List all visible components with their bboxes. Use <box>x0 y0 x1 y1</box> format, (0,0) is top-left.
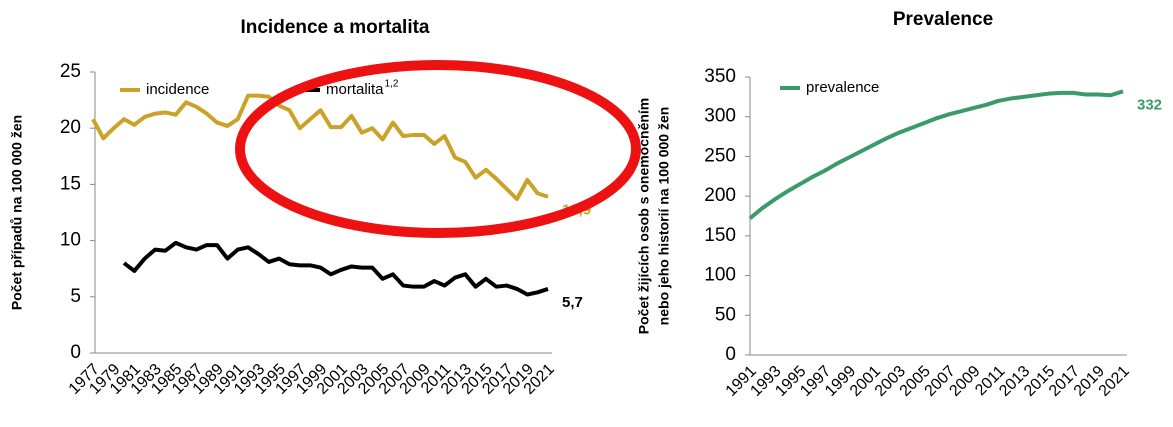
y-tick-label: 150 <box>704 225 736 246</box>
value-label: 5,7 <box>562 294 583 311</box>
y-tick-label: 15 <box>60 173 81 194</box>
highlight-ellipse <box>235 60 641 238</box>
chart-title: Prevalence <box>893 9 993 30</box>
legend-superscript: 1,2 <box>385 79 399 90</box>
y-tick-label: 5 <box>70 286 81 307</box>
y-tick-label: 0 <box>725 344 736 365</box>
y-tick-label: 250 <box>704 145 736 166</box>
series-line <box>748 89 1124 220</box>
series-line <box>91 93 549 202</box>
y-tick-label: 20 <box>60 117 81 138</box>
y-axis-label: nebo jeho historií na 100 000 žen <box>656 107 672 326</box>
y-tick-label: 0 <box>70 342 81 363</box>
y-tick-label: 100 <box>704 265 736 286</box>
y-tick-label: 300 <box>704 106 736 127</box>
value-label: 332 <box>1137 96 1162 113</box>
y-tick-label: 50 <box>715 304 736 325</box>
y-tick-label: 25 <box>60 61 81 82</box>
y-axis-label: Počet případů na 100 000 žen <box>9 115 25 310</box>
legend-label: prevalence <box>806 79 879 96</box>
y-axis-label: Počet žijících osob s onemocněním <box>636 98 652 335</box>
series-line <box>122 240 549 297</box>
y-tick-label: 350 <box>704 66 736 87</box>
chart-title: Incidence a mortalita <box>240 17 429 38</box>
y-tick-label: 200 <box>704 185 736 206</box>
legend-label: mortalita <box>326 81 384 98</box>
legend-label: incidence <box>146 81 209 98</box>
y-tick-label: 10 <box>60 230 81 251</box>
